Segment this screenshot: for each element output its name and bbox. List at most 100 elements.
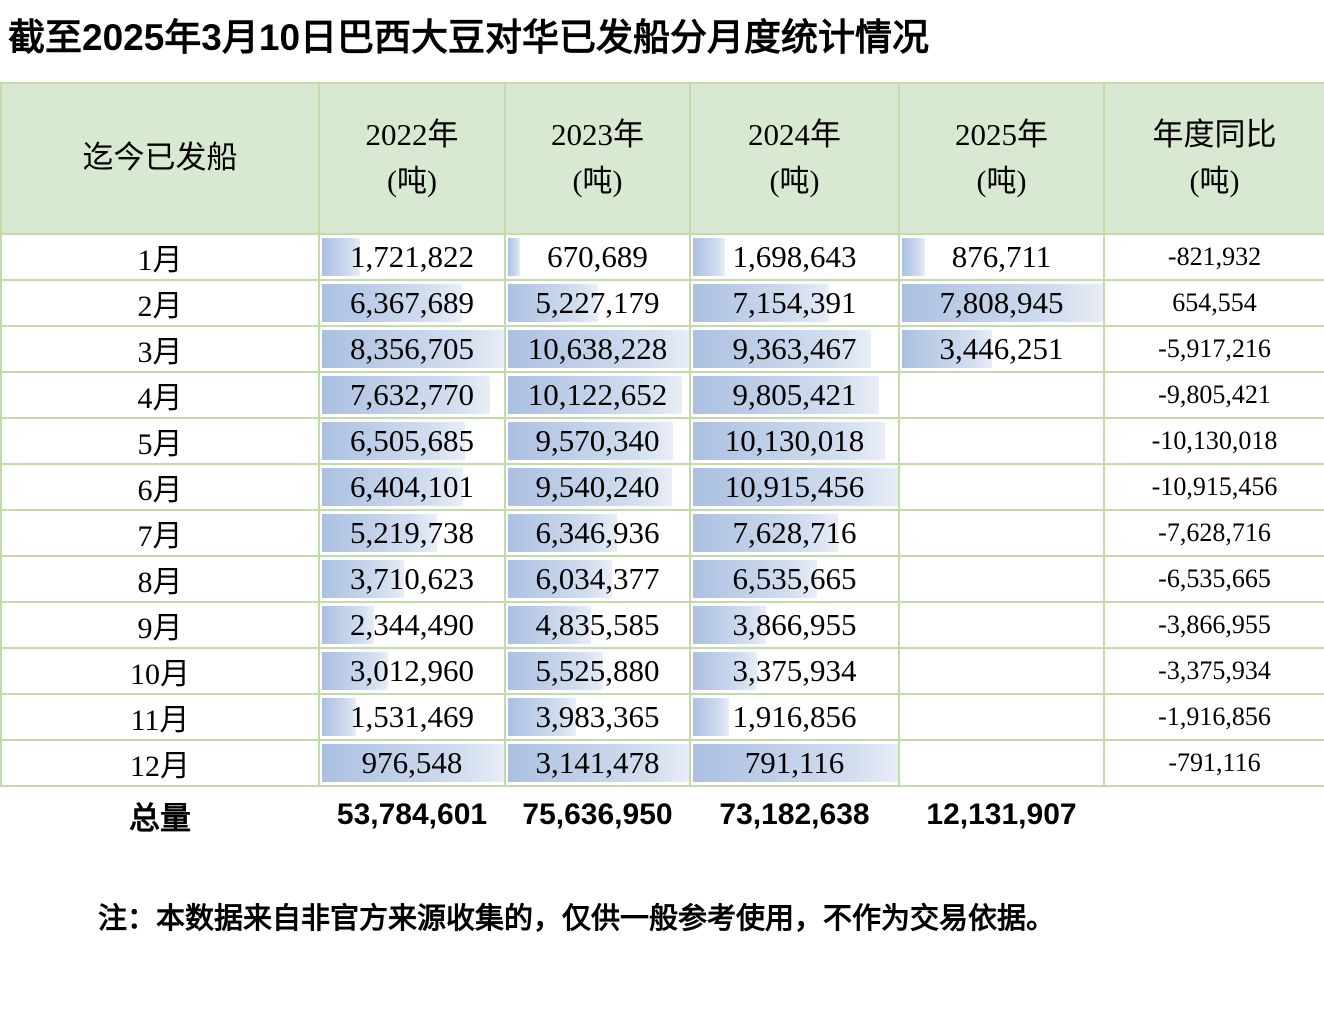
month-label: 3月 bbox=[0, 325, 320, 373]
table-row: 9月 2,344,490 4,835,585 3,866,955 -3,866,955 bbox=[0, 601, 1324, 649]
total-2024: 73,182,638 bbox=[690, 786, 899, 843]
value-cell: 6,505,685 bbox=[318, 417, 506, 465]
yoy-cell: -10,915,456 bbox=[1103, 463, 1324, 511]
table-row: 12月 976,548 3,141,478 791,116 -791,116 bbox=[0, 739, 1324, 787]
value-cell: 6,535,665 bbox=[689, 555, 900, 603]
value-cell: 3,710,623 bbox=[318, 555, 506, 603]
table-row: 5月 6,505,685 9,570,340 10,130,018 -10,130,01… bbox=[0, 417, 1324, 465]
data-bar bbox=[508, 376, 683, 414]
value-cell bbox=[898, 739, 1105, 787]
cell-value-text: 3,710,623 bbox=[350, 561, 474, 596]
month-label: 1月 bbox=[0, 233, 320, 281]
total-yoy bbox=[1104, 786, 1324, 843]
cell-value-text: 876,711 bbox=[951, 239, 1052, 274]
header-2023: 2023年 (吨) bbox=[504, 82, 691, 235]
value-cell bbox=[898, 371, 1105, 419]
value-cell: 9,540,240 bbox=[504, 463, 691, 511]
value-cell: 976,548 bbox=[318, 739, 506, 787]
value-cell: 5,219,738 bbox=[318, 509, 506, 557]
value-cell: 7,154,391 bbox=[689, 279, 900, 327]
value-cell: 3,866,955 bbox=[689, 601, 900, 649]
cell-value-text: 1,698,643 bbox=[732, 239, 857, 274]
header-yoy: 年度同比 (吨) bbox=[1103, 82, 1324, 235]
cell-value-text: 3,866,955 bbox=[732, 607, 857, 642]
cell-value-text: 10,638,228 bbox=[527, 331, 668, 366]
data-bar bbox=[322, 560, 404, 598]
value-cell: 876,711 bbox=[898, 233, 1105, 281]
data-bar bbox=[508, 744, 688, 782]
value-cell: 1,698,643 bbox=[689, 233, 900, 281]
cell-value-text: 3,375,934 bbox=[732, 653, 857, 688]
data-bar bbox=[693, 560, 817, 598]
cell-value-text: 8,356,705 bbox=[350, 331, 474, 366]
value-cell: 8,356,705 bbox=[318, 325, 506, 373]
data-bar bbox=[693, 514, 838, 552]
value-cell: 1,916,856 bbox=[689, 693, 900, 741]
data-bar bbox=[508, 238, 520, 276]
month-label: 11月 bbox=[0, 693, 320, 741]
cell-value-text: 5,219,738 bbox=[350, 515, 474, 550]
header-2022: 2022年 (吨) bbox=[318, 82, 506, 235]
cell-value-text: 9,805,421 bbox=[732, 377, 857, 412]
shipment-table: 迄今已发船 2022年 (吨) 2023年 (吨) 2024年 (吨) 2025… bbox=[0, 82, 1324, 843]
data-bar bbox=[693, 330, 871, 368]
data-bar bbox=[693, 376, 879, 414]
value-cell: 7,808,945 bbox=[898, 279, 1105, 327]
value-cell bbox=[898, 647, 1105, 695]
data-bar bbox=[508, 284, 598, 322]
table-row: 2月 6,367,689 5,227,179 7,154,391 7,808,945 65… bbox=[0, 279, 1324, 327]
value-cell: 10,638,228 bbox=[504, 325, 691, 373]
cell-value-text: 1,721,822 bbox=[350, 239, 474, 274]
footnote: 注：本数据来自非官方来源收集的，仅供一般参考使用，不作为交易依据。 bbox=[98, 903, 1056, 935]
yoy-cell: -5,917,216 bbox=[1103, 325, 1324, 373]
yoy-cell: -791,116 bbox=[1103, 739, 1324, 787]
data-bar bbox=[322, 468, 463, 506]
total-2023: 75,636,950 bbox=[505, 786, 690, 843]
yoy-cell: -7,628,716 bbox=[1103, 509, 1324, 557]
data-bar bbox=[693, 606, 767, 644]
header-2025: 2025年 (吨) bbox=[898, 82, 1105, 235]
data-bar bbox=[693, 698, 730, 736]
month-label: 6月 bbox=[0, 463, 320, 511]
data-bar bbox=[693, 238, 726, 276]
cell-value-text: 3,983,365 bbox=[535, 699, 660, 734]
yoy-cell: -6,535,665 bbox=[1103, 555, 1324, 603]
month-label: 7月 bbox=[0, 509, 320, 557]
yoy-cell: -3,866,955 bbox=[1103, 601, 1324, 649]
total-label: 总量 bbox=[1, 786, 319, 843]
value-cell bbox=[898, 555, 1105, 603]
cell-value-text: 976,548 bbox=[361, 745, 463, 780]
data-bar bbox=[508, 606, 592, 644]
cell-value-text: 10,915,456 bbox=[724, 469, 865, 504]
cell-value-text: 4,835,585 bbox=[535, 607, 660, 642]
yoy-cell: 654,554 bbox=[1103, 279, 1324, 327]
header-2024-unit: (吨) bbox=[769, 165, 820, 199]
header-2022-unit: (吨) bbox=[387, 165, 437, 199]
cell-value-text: 9,363,467 bbox=[732, 331, 857, 366]
value-cell bbox=[898, 601, 1105, 649]
data-bar bbox=[508, 422, 673, 460]
data-bar bbox=[322, 238, 360, 276]
data-bar bbox=[322, 652, 389, 690]
value-cell bbox=[898, 509, 1105, 557]
value-cell: 5,525,880 bbox=[504, 647, 691, 695]
value-cell: 9,363,467 bbox=[689, 325, 900, 373]
value-cell: 10,122,652 bbox=[504, 371, 691, 419]
cell-value-text: 3,141,478 bbox=[535, 745, 660, 780]
data-bar bbox=[508, 468, 673, 506]
cell-value-text: 1,531,469 bbox=[350, 699, 474, 734]
value-cell: 9,805,421 bbox=[689, 371, 900, 419]
value-cell: 3,375,934 bbox=[689, 647, 900, 695]
cell-value-text: 791,116 bbox=[744, 745, 845, 780]
value-cell bbox=[898, 463, 1105, 511]
table-row: 4月 7,632,770 10,122,652 9,805,421 -9,805,421 bbox=[0, 371, 1324, 419]
yoy-cell: -9,805,421 bbox=[1103, 371, 1324, 419]
value-cell: 1,531,469 bbox=[318, 693, 506, 741]
value-cell: 3,446,251 bbox=[898, 325, 1105, 373]
table-row: 7月 5,219,738 6,346,936 7,628,716 -7,628,716 bbox=[0, 509, 1324, 557]
month-label: 10月 bbox=[0, 647, 320, 695]
cell-value-text: 2,344,490 bbox=[350, 607, 474, 642]
cell-value-text: 9,540,240 bbox=[535, 469, 660, 504]
table-row: 1月 1,721,822 670,689 1,698,643 876,711 -821,9… bbox=[0, 233, 1324, 281]
